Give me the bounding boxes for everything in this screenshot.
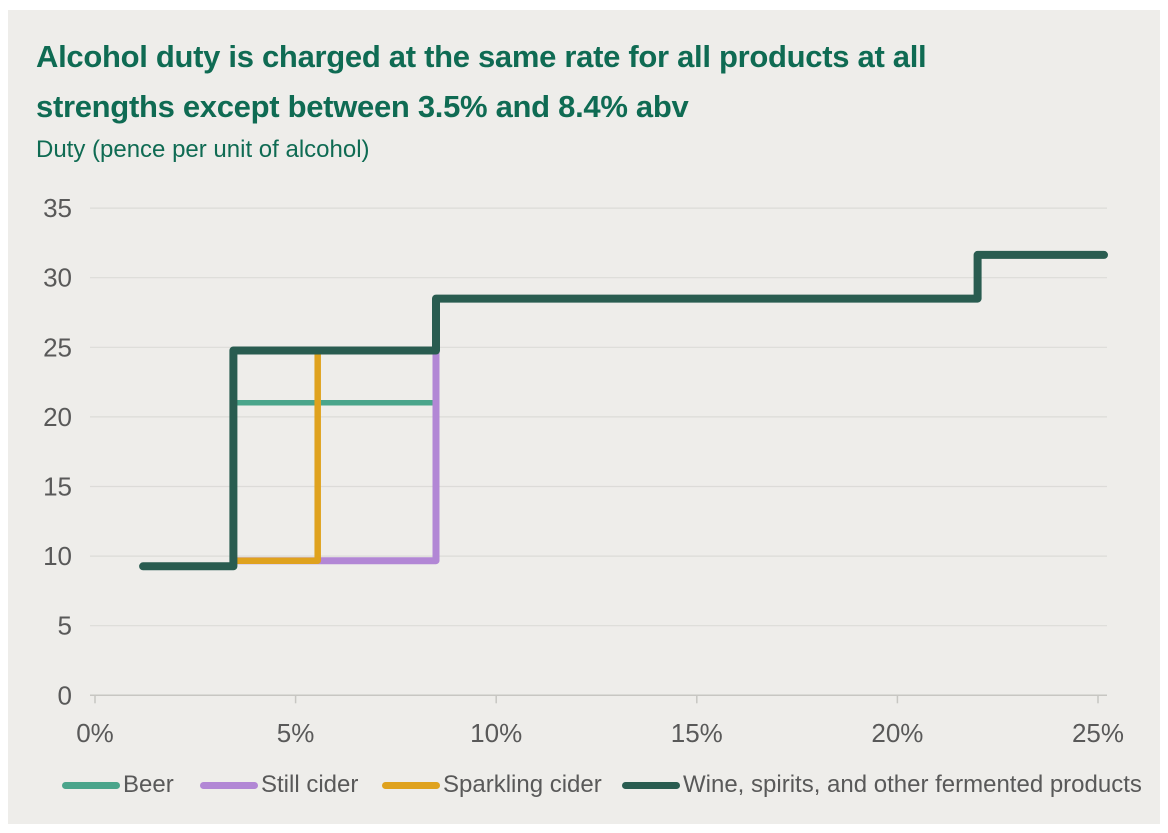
chart-title: Alcohol duty is charged at the same rate… xyxy=(36,32,1116,132)
legend-swatch-wine-spirits-and-other-fermented-products xyxy=(622,781,680,789)
y-tick-label-0: 0 xyxy=(58,680,72,710)
legend-swatch-sparkling-cider xyxy=(382,781,440,789)
legend-item-still-cider: Still cider xyxy=(200,770,358,800)
y-tick-label-25: 25 xyxy=(43,332,72,362)
legend-item-beer: Beer xyxy=(62,770,174,800)
legend-label-wine-spirits-and-other-fermented-products: Wine, spirits, and other fermented produ… xyxy=(683,771,1142,798)
series-line-still-cider xyxy=(229,295,440,565)
x-tick-label-15: 15% xyxy=(671,718,723,748)
legend-item-sparkling-cider: Sparkling cider xyxy=(382,770,602,800)
x-tick-label-5: 5% xyxy=(277,718,315,748)
y-tick-label-15: 15 xyxy=(43,472,72,502)
chart-card: Alcohol duty is charged at the same rate… xyxy=(8,10,1160,824)
y-tick-label-10: 10 xyxy=(43,541,72,571)
x-tick-label-25: 25% xyxy=(1072,718,1124,748)
legend-item-wine-spirits-and-other-fermented-products: Wine, spirits, and other fermented produ… xyxy=(622,770,1142,800)
x-tick-label-20: 20% xyxy=(871,718,923,748)
legend-label-still-cider: Still cider xyxy=(261,771,359,798)
legend-swatch-beer xyxy=(62,781,120,789)
series-line-wine-spirits-and-other-fermented-products xyxy=(139,250,1108,571)
y-tick-label-35: 35 xyxy=(43,193,72,223)
y-tick-label-5: 5 xyxy=(58,611,72,641)
series-line-sparkling-cider xyxy=(230,347,321,564)
x-tick-label-10: 10% xyxy=(470,718,522,748)
chart-legend: Beer Still cider Sparkling cider Wine, spir… xyxy=(8,770,1160,800)
chart-title-line-2: strengths except between 3.5% and 8.4% a… xyxy=(36,89,689,124)
y-tick-label-20: 20 xyxy=(43,402,72,432)
legend-swatch-still-cider xyxy=(200,781,258,789)
duty-step-chart: 0 5 10 15 20 25 30 35 0% 5% 10% 15% 20% 25% xyxy=(43,193,1124,748)
y-axis-caption: Duty (pence per unit of alcohol) xyxy=(36,136,370,163)
legend-label-sparkling-cider: Sparkling cider xyxy=(443,771,602,798)
x-tick-label-0: 0% xyxy=(76,718,114,748)
y-tick-label-30: 30 xyxy=(43,263,72,293)
legend-label-beer: Beer xyxy=(123,771,174,798)
chart-title-line-1: Alcohol duty is charged at the same rate… xyxy=(36,39,927,74)
